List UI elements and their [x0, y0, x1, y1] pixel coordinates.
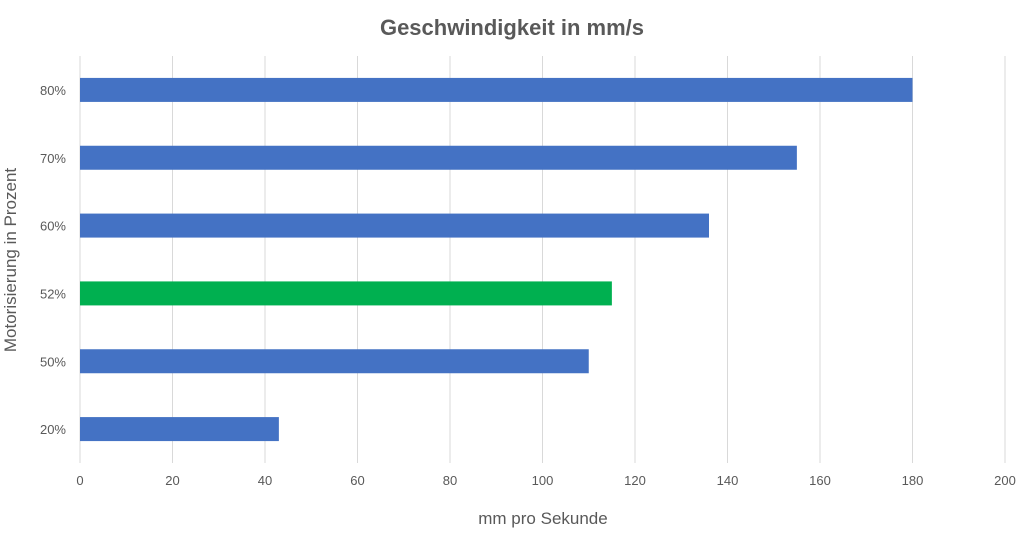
- bar-52-percent: [80, 281, 612, 306]
- x-tick-label: 100: [532, 473, 554, 488]
- bar-50-percent: [80, 349, 589, 374]
- y-tick-label: 80%: [40, 83, 66, 98]
- x-tick-label: 0: [76, 473, 83, 488]
- bars: [80, 77, 913, 442]
- x-tick-label: 80: [443, 473, 457, 488]
- bar-60-percent: [80, 213, 709, 238]
- chart-title: Geschwindigkeit in mm/s: [380, 15, 644, 40]
- x-tick-label: 160: [809, 473, 831, 488]
- y-axis-title: Motorisierung in Prozent: [1, 168, 20, 353]
- y-tick-label: 50%: [40, 354, 66, 369]
- x-tick-label: 120: [624, 473, 646, 488]
- x-tick-label: 200: [994, 473, 1016, 488]
- x-tick-label: 180: [902, 473, 924, 488]
- bar-70-percent: [80, 145, 797, 170]
- y-tick-label: 20%: [40, 422, 66, 437]
- x-tick-label: 60: [350, 473, 364, 488]
- x-tick-label: 140: [717, 473, 739, 488]
- y-tick-label: 70%: [40, 151, 66, 166]
- y-tick-labels: 80% 70% 60% 52% 50% 20%: [40, 83, 66, 437]
- x-tick-label: 40: [258, 473, 272, 488]
- bar-20-percent: [80, 417, 279, 442]
- y-tick-label: 52%: [40, 286, 66, 301]
- x-tick-labels: 0 20 40 60 80 100 120 140 160 180 200: [76, 473, 1015, 488]
- x-axis-title: mm pro Sekunde: [478, 509, 607, 528]
- x-tick-label: 20: [165, 473, 179, 488]
- y-tick-label: 60%: [40, 219, 66, 234]
- bar-80-percent: [80, 77, 913, 102]
- gridlines: [79, 56, 1006, 463]
